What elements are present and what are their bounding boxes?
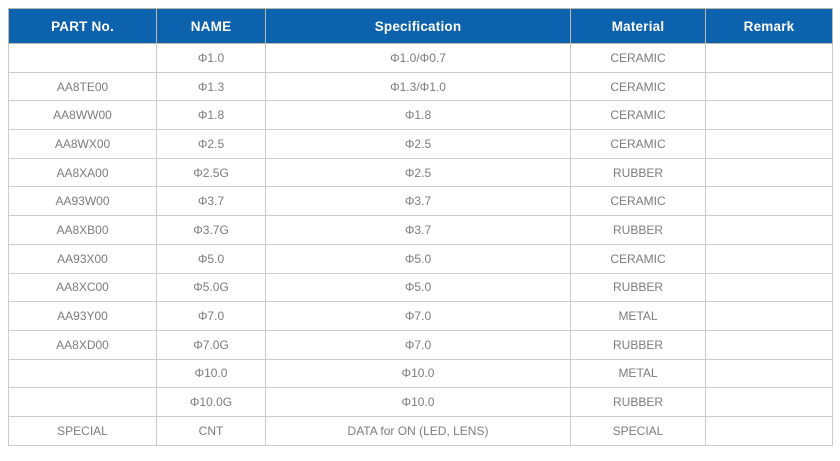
cell-specification: Φ2.5 bbox=[265, 157, 571, 188]
cell-material: RUBBER bbox=[570, 387, 706, 417]
column-header-name: NAME bbox=[156, 8, 266, 44]
cell-specification: Φ3.7 bbox=[265, 215, 571, 245]
cell-name: Φ1.0 bbox=[156, 43, 266, 73]
cell-material: RUBBER bbox=[570, 272, 706, 303]
table-row: AA8WX00 Φ2.5 Φ2.5 CERAMIC bbox=[8, 129, 833, 159]
cell-remark bbox=[705, 186, 833, 217]
cell-specification: Φ1.8 bbox=[265, 100, 571, 131]
cell-part-no: AA93W00 bbox=[8, 186, 157, 217]
header-row: PART No. NAME Specification Material Remark bbox=[8, 8, 833, 44]
table-row: AA8TE00 Φ1.3 Φ1.3/Φ1.0 CERAMIC bbox=[8, 71, 833, 102]
cell-remark bbox=[705, 100, 833, 131]
cell-remark bbox=[705, 215, 833, 245]
column-header-remark: Remark bbox=[705, 8, 833, 44]
cell-material: CERAMIC bbox=[570, 129, 706, 159]
table-row: AA8WW00 Φ1.8 Φ1.8 CERAMIC bbox=[8, 100, 833, 131]
cell-remark bbox=[705, 43, 833, 73]
table-row: SPECIAL CNT DATA for ON (LED, LENS) SPECIAL bbox=[8, 415, 833, 446]
cell-part-no: AA93Y00 bbox=[8, 301, 157, 331]
cell-name: Φ7.0G bbox=[156, 329, 266, 360]
column-header-material: Material bbox=[570, 8, 706, 44]
cell-material: SPECIAL bbox=[570, 415, 706, 446]
cell-material: RUBBER bbox=[570, 215, 706, 245]
cell-name: Φ2.5G bbox=[156, 157, 266, 188]
cell-remark bbox=[705, 358, 833, 389]
cell-part-no bbox=[8, 358, 157, 389]
cell-part-no: AA8XD00 bbox=[8, 329, 157, 360]
cell-remark bbox=[705, 157, 833, 188]
cell-name: Φ1.3 bbox=[156, 71, 266, 102]
cell-remark bbox=[705, 243, 833, 274]
cell-specification: Φ10.0 bbox=[265, 358, 571, 389]
cell-specification: Φ3.7 bbox=[265, 186, 571, 217]
table-row: Φ10.0 Φ10.0 METAL bbox=[8, 358, 833, 389]
cell-specification: Φ7.0 bbox=[265, 301, 571, 331]
cell-part-no: AA8TE00 bbox=[8, 71, 157, 102]
cell-remark bbox=[705, 415, 833, 446]
cell-part-no bbox=[8, 43, 157, 73]
cell-remark bbox=[705, 387, 833, 417]
cell-material: METAL bbox=[570, 358, 706, 389]
cell-name: Φ5.0 bbox=[156, 243, 266, 274]
cell-material: CERAMIC bbox=[570, 186, 706, 217]
cell-specification: Φ1.3/Φ1.0 bbox=[265, 71, 571, 102]
cell-part-no bbox=[8, 387, 157, 417]
cell-part-no: AA93X00 bbox=[8, 243, 157, 274]
cell-material: CERAMIC bbox=[570, 100, 706, 131]
cell-specification: Φ2.5 bbox=[265, 129, 571, 159]
cell-material: CERAMIC bbox=[570, 71, 706, 102]
cell-specification: Φ5.0 bbox=[265, 243, 571, 274]
cell-name: Φ7.0 bbox=[156, 301, 266, 331]
cell-remark bbox=[705, 301, 833, 331]
cell-specification: Φ1.0/Φ0.7 bbox=[265, 43, 571, 73]
cell-material: METAL bbox=[570, 301, 706, 331]
cell-name: Φ2.5 bbox=[156, 129, 266, 159]
cell-material: RUBBER bbox=[570, 157, 706, 188]
table-row: AA93Y00 Φ7.0 Φ7.0 METAL bbox=[8, 301, 833, 331]
cell-part-no: AA8WW00 bbox=[8, 100, 157, 131]
table-row: Φ1.0 Φ1.0/Φ0.7 CERAMIC bbox=[8, 43, 833, 73]
table-row: AA8XD00 Φ7.0G Φ7.0 RUBBER bbox=[8, 329, 833, 360]
cell-name: Φ3.7 bbox=[156, 186, 266, 217]
cell-name: CNT bbox=[156, 415, 266, 446]
parts-specification-table: PART No. NAME Specification Material Remark … bbox=[8, 8, 833, 446]
cell-material: CERAMIC bbox=[570, 43, 706, 73]
cell-part-no: SPECIAL bbox=[8, 415, 157, 446]
cell-name: Φ10.0G bbox=[156, 387, 266, 417]
cell-material: CERAMIC bbox=[570, 243, 706, 274]
table-row: AA93W00 Φ3.7 Φ3.7 CERAMIC bbox=[8, 186, 833, 217]
table-row: AA93X00 Φ5.0 Φ5.0 CERAMIC bbox=[8, 243, 833, 274]
cell-part-no: AA8XA00 bbox=[8, 157, 157, 188]
column-header-part-no: PART No. bbox=[8, 8, 157, 44]
cell-part-no: AA8XB00 bbox=[8, 215, 157, 245]
cell-material: RUBBER bbox=[570, 329, 706, 360]
cell-remark bbox=[705, 329, 833, 360]
cell-name: Φ1.8 bbox=[156, 100, 266, 131]
table-row: AA8XB00 Φ3.7G Φ3.7 RUBBER bbox=[8, 215, 833, 245]
cell-specification: Φ10.0 bbox=[265, 387, 571, 417]
cell-remark bbox=[705, 129, 833, 159]
cell-part-no: AA8WX00 bbox=[8, 129, 157, 159]
table-row: AA8XC00 Φ5.0G Φ5.0 RUBBER bbox=[8, 272, 833, 303]
cell-part-no: AA8XC00 bbox=[8, 272, 157, 303]
cell-remark bbox=[705, 272, 833, 303]
table-row: Φ10.0G Φ10.0 RUBBER bbox=[8, 387, 833, 417]
cell-name: Φ5.0G bbox=[156, 272, 266, 303]
column-header-specification: Specification bbox=[265, 8, 571, 44]
table-head: PART No. NAME Specification Material Remark bbox=[8, 8, 833, 44]
table-body: Φ1.0 Φ1.0/Φ0.7 CERAMIC AA8TE00 Φ1.3 Φ1.3/Φ1.0… bbox=[8, 43, 833, 446]
cell-name: Φ10.0 bbox=[156, 358, 266, 389]
cell-remark bbox=[705, 71, 833, 102]
cell-name: Φ3.7G bbox=[156, 215, 266, 245]
cell-specification: Φ7.0 bbox=[265, 329, 571, 360]
cell-specification: Φ5.0 bbox=[265, 272, 571, 303]
cell-specification: DATA for ON (LED, LENS) bbox=[265, 415, 571, 446]
table-row: AA8XA00 Φ2.5G Φ2.5 RUBBER bbox=[8, 157, 833, 188]
